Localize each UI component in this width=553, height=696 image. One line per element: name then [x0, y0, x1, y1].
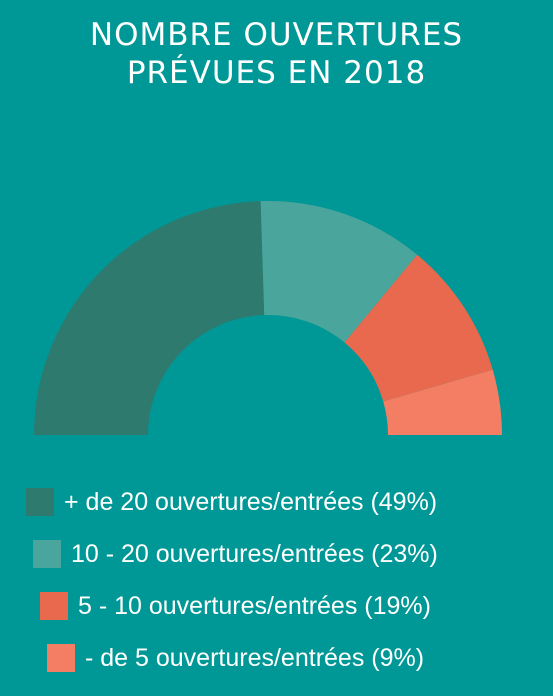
slice-10-20 — [260, 200, 418, 343]
legend-item-under-5: - de 5 ouvertures/entrées (9%) — [47, 638, 424, 678]
legend-label-under-5: - de 5 ouvertures/entrées (9%) — [85, 644, 425, 672]
legend-swatch-5-10 — [40, 592, 68, 620]
chart-title-line-1: NOMBRE OUVERTURES — [89, 17, 464, 53]
slice-over-20 — [34, 201, 265, 435]
legend-label-over-20: + de 20 ouvertures/entrées (49%) — [64, 488, 438, 516]
legend-item-5-10: 5 - 10 ouvertures/entrées (19%) — [40, 586, 431, 626]
legend-swatch-under-5 — [47, 644, 75, 672]
slice-under-5 — [383, 369, 502, 435]
slice-5-10 — [344, 254, 493, 402]
chart-slices — [34, 200, 502, 435]
legend-item-over-20: + de 20 ouvertures/entrées (49%) — [26, 482, 437, 522]
legend-swatch-over-20 — [26, 488, 54, 516]
chart-title-line-2: PRÉVUES EN 2018 — [126, 55, 427, 91]
legend-item-10-20: 10 - 20 ouvertures/entrées (23%) — [33, 534, 438, 574]
chart-title: NOMBRE OUVERTURES PRÉVUES EN 2018 — [0, 16, 553, 92]
legend-swatch-10-20 — [33, 540, 61, 568]
legend-label-10-20: 10 - 20 ouvertures/entrées (23%) — [71, 540, 438, 568]
legend-label-5-10: 5 - 10 ouvertures/entrées (19%) — [78, 592, 431, 620]
